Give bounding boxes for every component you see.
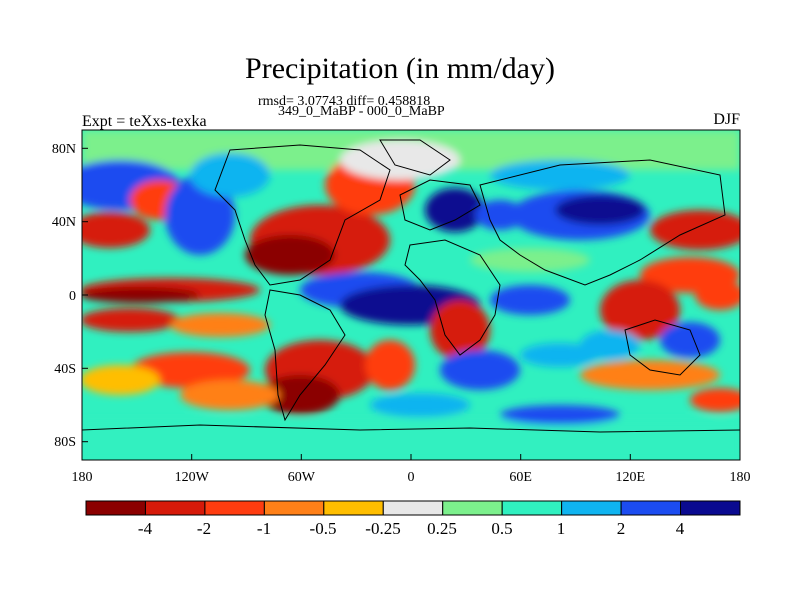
lat-tick-label: 80S [54,435,76,450]
colorbar-label: -4 [138,519,153,538]
lat-tick-label: 0 [69,289,76,304]
season-label: DJF [713,111,740,128]
lon-tick-label: 120W [175,470,210,485]
colorbar-swatch [382,500,444,516]
colorbar-swatch [501,500,563,516]
lon-tick-label: 60W [288,470,316,485]
experiment-difference-line: 349_0_MaBP - 000_0_MaBP [278,104,445,119]
colorbar-swatch [620,500,682,516]
colorbar-label: 2 [617,519,626,538]
lat-tick-label: 40S [54,362,76,377]
statistics-line: rmsd= 3.07743 diff= 0.458818 [258,94,431,109]
colorbar-label: -1 [257,519,271,538]
lon-tick-label: 180 [730,470,751,485]
continent-outlines [82,139,740,433]
map-ticks [81,147,741,460]
colorbar-label: -0.25 [365,519,400,538]
lon-tick-label: 120E [616,470,646,485]
colorbar-swatch [680,500,741,516]
colorbar-label: 1 [557,519,566,538]
colorbar-swatch [144,500,206,516]
colorbar-label: 0.25 [427,519,457,538]
lat-tick-label: 40N [52,215,76,230]
lon-tick-label: 60E [509,470,532,485]
colorbar-swatch [204,500,265,516]
lon-tick-label: 180 [72,470,93,485]
map-title: Precipitation (in mm/day) [245,52,555,85]
colorbar-swatch [263,500,325,516]
colorbar-label: 4 [676,519,685,538]
colorbar [85,500,741,516]
colorbar-swatch [323,500,384,516]
colorbar-swatch [85,500,146,516]
colorbar-label: -2 [197,519,211,538]
colorbar-label: 0.5 [491,519,512,538]
lon-tick-label: 0 [408,470,415,485]
experiment-label: Expt = teXxs-texka [82,113,207,130]
precipitation-field [82,130,740,460]
lat-tick-label: 80N [52,142,76,157]
colorbar-swatch [442,500,503,516]
colorbar-swatch [561,500,622,516]
colorbar-label: -0.5 [310,519,337,538]
